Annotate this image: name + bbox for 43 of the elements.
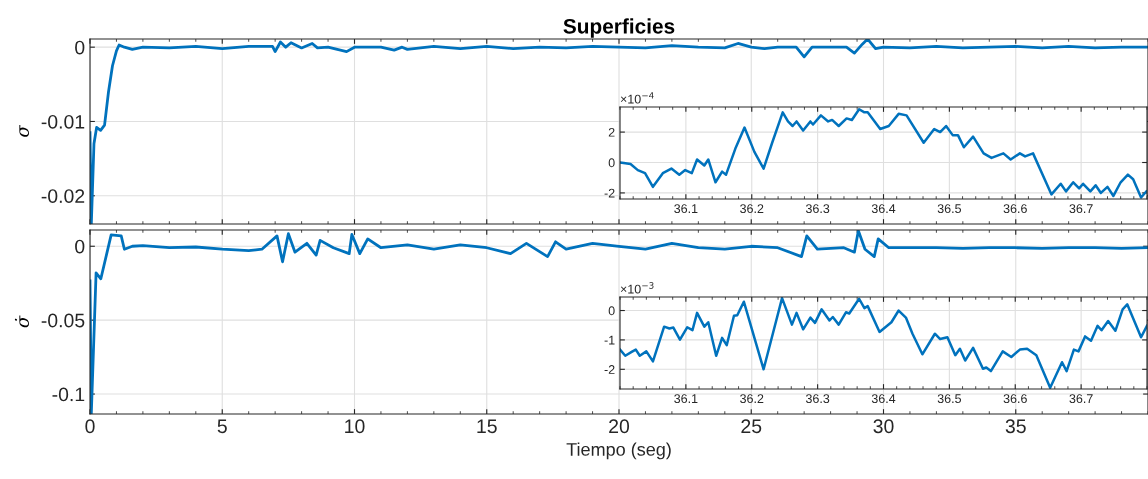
annotation: ×10$^{−4}$ — [620, 92, 654, 104]
y-tick-label: -1 — [604, 335, 615, 345]
x-tick-label: 5 — [217, 419, 227, 434]
y-tick-label: 0 — [608, 158, 615, 168]
x-tick-label: 36.4 — [871, 204, 896, 214]
x-tick-label: 36.1 — [674, 204, 698, 214]
y-tick-label: -2 — [604, 188, 615, 198]
x-tick-label: 36.6 — [1003, 204, 1027, 214]
x-tick-label: 36.2 — [740, 394, 764, 404]
chart-title: Superficies — [563, 18, 675, 38]
x-tick-label: 0 — [85, 419, 95, 434]
y-axis-title: σ̇ — [14, 315, 29, 328]
x-tick-label: 30 — [873, 419, 894, 434]
y-tick-label: 0 — [75, 40, 85, 55]
x-tick-label: 36.3 — [805, 394, 830, 404]
x-tick-label: 20 — [609, 419, 630, 434]
annotation: ×10$^{−3}$ — [620, 282, 654, 294]
y-axis-title: σ — [19, 124, 29, 137]
x-axis-title: Tiempo (seg) — [566, 442, 671, 460]
y-tick-label: -0.05 — [41, 313, 85, 328]
line-series — [620, 297, 1147, 389]
y-tick-label: 2 — [608, 127, 615, 137]
x-tick-label: 36.1 — [674, 394, 698, 404]
x-tick-label: 25 — [741, 419, 762, 434]
x-tick-label: 35 — [1005, 419, 1026, 434]
x-tick-label: 10 — [345, 419, 365, 434]
y-tick-label: -0.01 — [41, 114, 85, 129]
line-series — [90, 39, 1148, 224]
x-tick-label: 36.2 — [740, 204, 764, 214]
x-tick-label: 36.6 — [1003, 394, 1027, 404]
x-tick-label: 36.7 — [1069, 204, 1093, 214]
line-series — [90, 230, 1148, 414]
x-tick-label: 15 — [477, 419, 497, 434]
x-tick-label: 36.4 — [871, 394, 896, 404]
y-tick-label: -0.1 — [52, 387, 85, 402]
x-tick-label: 36.7 — [1069, 394, 1093, 404]
y-tick-label: -0.02 — [41, 189, 85, 203]
x-tick-label: 36.5 — [937, 394, 962, 404]
x-tick-label: 36.3 — [805, 204, 830, 214]
y-tick-label: -2 — [604, 365, 615, 374]
y-tick-label: 0 — [75, 239, 85, 254]
x-tick-label: 36.5 — [937, 204, 962, 214]
y-tick-label: 0 — [608, 306, 615, 316]
